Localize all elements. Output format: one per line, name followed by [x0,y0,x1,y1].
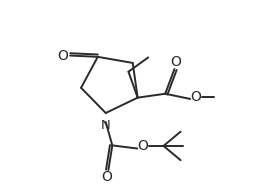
Text: O: O [170,55,181,69]
Text: O: O [102,170,112,184]
Text: O: O [191,90,201,104]
Text: N: N [101,119,111,132]
Text: O: O [57,49,68,62]
Text: O: O [138,139,148,153]
